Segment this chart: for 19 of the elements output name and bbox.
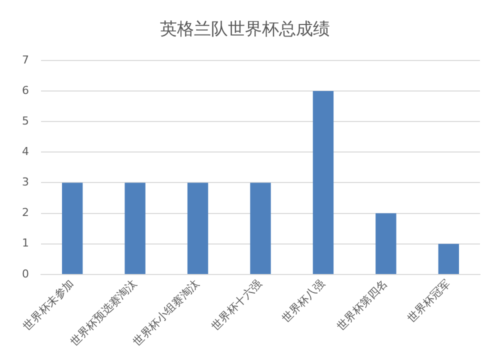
bar bbox=[312, 90, 334, 274]
x-tick-label: 世界杯冠军 bbox=[404, 277, 453, 326]
bar bbox=[62, 182, 83, 274]
bar bbox=[124, 182, 146, 274]
y-tick-label: 6 bbox=[22, 84, 29, 97]
y-tick-label: 5 bbox=[22, 114, 29, 128]
bar bbox=[250, 182, 271, 274]
bar bbox=[376, 213, 396, 274]
y-tick-label: 2 bbox=[22, 206, 29, 220]
bar bbox=[438, 244, 459, 274]
bar bbox=[187, 182, 208, 274]
x-tick-label: 世界杯八强 bbox=[279, 277, 328, 326]
y-tick-label: 4 bbox=[22, 144, 29, 158]
x-tick-label: 世界杯十六强 bbox=[208, 277, 265, 333]
x-tick-label: 世界杯第四名 bbox=[334, 277, 390, 333]
chart-title: 英格兰队世界杯总成绩 bbox=[160, 20, 330, 40]
y-tick-label: 7 bbox=[22, 53, 29, 66]
y-tick-label: 1 bbox=[22, 236, 29, 250]
y-tick-label: 3 bbox=[22, 176, 29, 189]
